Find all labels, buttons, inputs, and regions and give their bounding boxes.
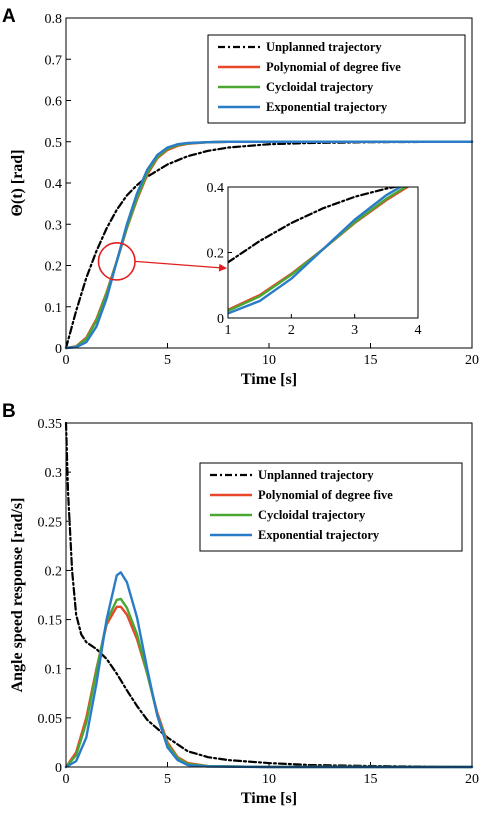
panel-a-inset: 1 2 3 4 0 0.2 0.4 bbox=[207, 181, 422, 338]
b-y-tick-label-5: 0.25 bbox=[38, 515, 63, 530]
b-legend-label-3: Exponential trajectory bbox=[258, 528, 380, 542]
a-y-tick-label-2: 0.2 bbox=[45, 260, 63, 275]
b-y-tick-label-7: 0.35 bbox=[38, 417, 63, 432]
panel-b-y-axis-label: Angle speed response [rad/s] bbox=[9, 498, 26, 693]
b-series-line-2 bbox=[64, 597, 474, 769]
inset-x-tick-label-2: 3 bbox=[351, 323, 358, 338]
b-legend-label-2: Cycloidal trajectory bbox=[258, 508, 366, 522]
inset-y-tick-label-2: 0.4 bbox=[207, 181, 225, 196]
b-y-tick-label-2: 0.1 bbox=[45, 663, 63, 678]
a-y-tick-label-7: 0.7 bbox=[45, 53, 63, 68]
inset-series-line-3 bbox=[228, 187, 403, 315]
a-y-tick-label-6: 0.6 bbox=[45, 95, 63, 110]
panel-b: B 0 5 10 15 20 0 0.05 0.1 0.15 0.2 0.25 0.3 0.35 Tim… bbox=[2, 401, 479, 807]
a-y-tick-label-5: 0.5 bbox=[45, 136, 63, 151]
b-y-tick-label-4: 0.2 bbox=[45, 564, 63, 579]
panel-label-b: B bbox=[2, 401, 16, 422]
a-legend-label-2: Cycloidal trajectory bbox=[266, 80, 374, 94]
a-x-tick-label-3: 15 bbox=[364, 353, 378, 368]
inset-x-tick-label-1: 2 bbox=[288, 323, 295, 338]
panel-b-x-axis-label: Time [s] bbox=[241, 790, 297, 807]
a-y-tick-label-1: 0.1 bbox=[45, 301, 63, 316]
a-y-tick-label-3: 0.3 bbox=[45, 218, 63, 233]
b-legend-box bbox=[199, 462, 463, 552]
inset-series bbox=[228, 187, 410, 315]
a-legend-label-1: Polynomial of degree five bbox=[266, 60, 401, 74]
a-legend-label-3: Exponential trajectory bbox=[266, 100, 388, 114]
panel-label-a: A bbox=[2, 6, 16, 27]
a-x-tick-label-4: 20 bbox=[465, 353, 479, 368]
a-x-tick-label-0: 0 bbox=[63, 353, 70, 368]
a-x-tick-label-1: 5 bbox=[164, 353, 171, 368]
inset-series-line-0 bbox=[228, 187, 400, 264]
b-x-tick-label-0: 0 bbox=[63, 772, 70, 787]
b-y-tick-label-3: 0.15 bbox=[38, 614, 63, 629]
inset-y-tick-label-0: 0 bbox=[217, 312, 224, 327]
panel-a-zoom-highlight bbox=[97, 242, 227, 281]
a-legend-label-0: Unplanned trajectory bbox=[266, 40, 382, 54]
inset-x-tick-label-3: 4 bbox=[415, 323, 422, 338]
a-y-tick-label-8: 0.8 bbox=[45, 12, 63, 27]
b-legend-label-0: Unplanned trajectory bbox=[258, 468, 374, 482]
inset-ticks: 1 2 3 4 0 0.2 0.4 bbox=[207, 181, 422, 338]
panel-b-series bbox=[64, 421, 474, 769]
zoom-highlight-ellipse bbox=[97, 242, 136, 281]
b-y-tick-label-0: 0 bbox=[55, 761, 62, 776]
panel-b-ticks: 0 5 10 15 20 0 0.05 0.1 0.15 0.2 0.25 0.3 0.35 bbox=[38, 417, 480, 787]
panel-a-legend: Unplanned trajectory Polynomial of degree… bbox=[207, 34, 466, 124]
panel-a-series bbox=[64, 140, 474, 350]
b-series-line-3 bbox=[64, 571, 474, 769]
inset-y-tick-label-1: 0.2 bbox=[207, 247, 225, 262]
panel-a-plot-frame bbox=[65, 17, 473, 349]
a-legend-box bbox=[207, 34, 466, 124]
b-y-tick-label-1: 0.05 bbox=[38, 712, 63, 727]
panel-b-plot-frame bbox=[65, 422, 473, 768]
b-legend-label-1: Polynomial of degree five bbox=[258, 488, 393, 502]
panel-a-y-axis-label: Θ(t) [rad] bbox=[9, 149, 26, 216]
b-series-line-0 bbox=[64, 421, 474, 769]
b-x-tick-label-4: 20 bbox=[465, 772, 479, 787]
a-series-line-3 bbox=[64, 140, 474, 350]
zoom-arrow bbox=[134, 260, 227, 272]
inset-x-tick-label-0: 1 bbox=[225, 323, 232, 338]
b-series-line-1 bbox=[64, 605, 474, 769]
b-y-tick-label-6: 0.3 bbox=[45, 466, 63, 481]
panel-a-x-axis-label: Time [s] bbox=[241, 371, 297, 388]
b-x-tick-label-1: 5 bbox=[164, 772, 171, 787]
a-y-tick-label-4: 0.4 bbox=[45, 177, 63, 192]
a-x-tick-label-2: 10 bbox=[262, 353, 276, 368]
a-y-tick-label-0: 0 bbox=[55, 342, 62, 357]
panel-b-legend: Unplanned trajectory Polynomial of degree… bbox=[199, 462, 463, 552]
b-x-tick-label-3: 15 bbox=[364, 772, 378, 787]
b-x-tick-label-2: 10 bbox=[262, 772, 276, 787]
